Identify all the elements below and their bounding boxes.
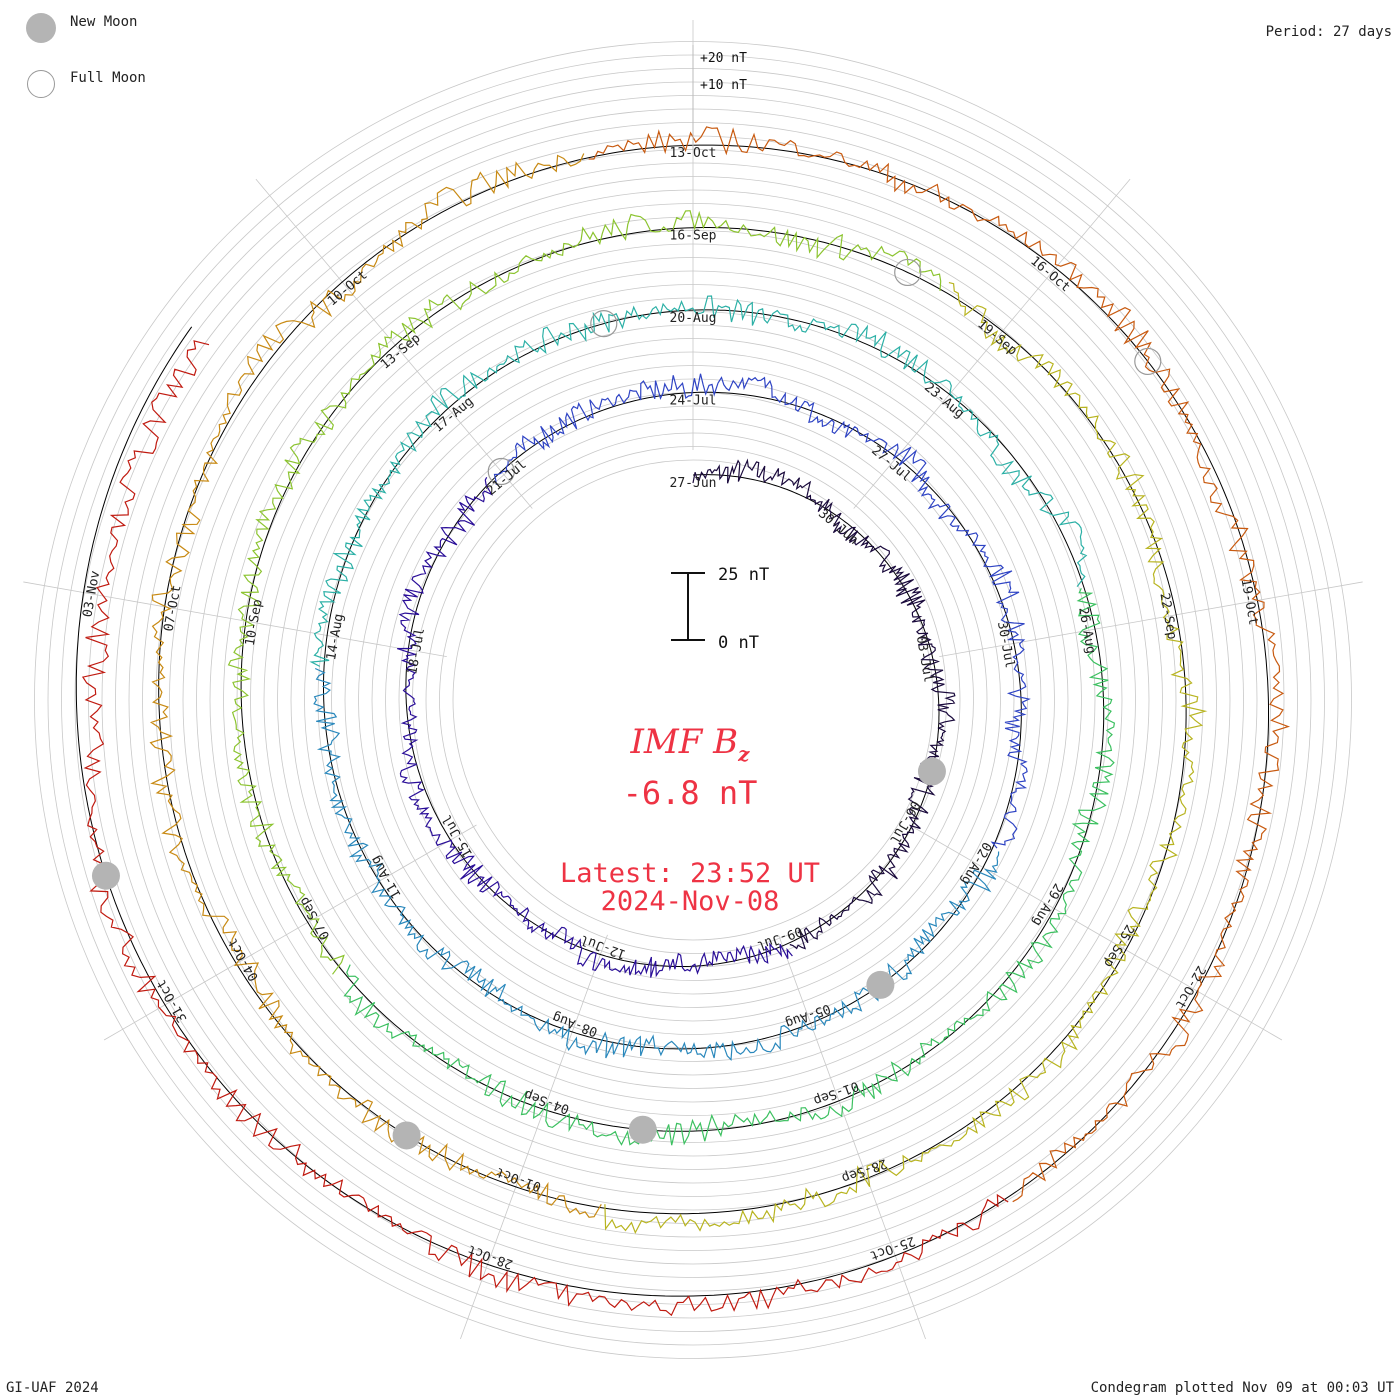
grid-ring (358, 365, 1028, 1035)
full-moon-legend-label: Full Moon (70, 70, 146, 86)
new-moon-legend-icon (26, 13, 56, 43)
radial-spoke (939, 581, 1363, 657)
bz-trace-segment-1 (692, 458, 956, 950)
radial-spoke (255, 178, 533, 509)
date-label: 19-Oct (1238, 578, 1261, 627)
moon-markers (91, 258, 1162, 1150)
full-moon-marker (894, 258, 922, 287)
period-label: Period: 27 days (1265, 24, 1392, 40)
date-label: 01-Oct (494, 1164, 543, 1194)
new-moon-marker (392, 1121, 421, 1150)
current-value: -6.8 nT (622, 774, 758, 812)
bz-trace-segment-2 (397, 477, 793, 978)
date-label: 10-Sep (243, 598, 266, 647)
date-label: 19-Sep (974, 317, 1020, 359)
date-label: 28-Oct (466, 1241, 515, 1271)
bz-trace-segment-7 (227, 210, 942, 975)
date-label: 07-Oct (162, 584, 185, 633)
date-label: 22-Sep (1156, 592, 1179, 641)
date-label: 16-Sep (670, 229, 717, 244)
date-label: 22-Oct (1172, 963, 1208, 1011)
new-moon-marker (628, 1115, 657, 1144)
date-label: 18-Jul (405, 627, 428, 676)
date-label: 31-Oct (154, 977, 190, 1025)
full-moon-legend-icon (27, 70, 55, 98)
scale-bar-top-label: 25 nT (718, 565, 769, 585)
date-label: 04-Oct (225, 935, 261, 983)
footer-credit: GI-UAF 2024 (6, 1380, 99, 1396)
new-moon-marker (91, 861, 120, 890)
date-label: 10-Oct (325, 268, 371, 310)
bz-trace-segment-9 (149, 153, 602, 1218)
date-label: 29-Aug (1029, 880, 1065, 928)
radial-spoke (778, 934, 926, 1340)
date-label: 16-Oct (1027, 254, 1073, 296)
date-label: 25-Oct (868, 1233, 917, 1263)
scale-bar: 25 nT 0 nT (671, 565, 769, 653)
quantity-main: IMF B (630, 722, 739, 762)
new-moon-marker (917, 757, 946, 786)
date-label: 06-Jul (886, 798, 922, 846)
radial-spoke (460, 934, 608, 1340)
bz-trace-segment-8 (604, 282, 1208, 1235)
date-labels: 27-Jun30-Jun03-Jul06-Jul09-Jul12-Jul15-J… (80, 146, 1260, 1271)
date-label: 12-Jul (579, 931, 628, 961)
date-label: 24-Jul (670, 394, 717, 409)
full-moon-marker (487, 457, 515, 486)
new-moon-marker (866, 970, 895, 999)
latest-date: 2024-Nov-08 (600, 886, 780, 917)
date-label: 14-Aug (324, 613, 347, 662)
radial-spokes (23, 20, 1363, 1340)
scale-bar-bottom-label: 0 nT (718, 633, 759, 653)
new-moon-legend-label: New Moon (70, 14, 138, 30)
radial-spoke (103, 824, 477, 1041)
grid-ring (344, 351, 1042, 1049)
ref-ring-label-20: +20 nT (700, 51, 747, 66)
date-label: 28-Sep (839, 1155, 888, 1185)
latest-time: Latest: 23:52 UT (559, 858, 821, 889)
bz-trace-segment-6 (343, 587, 1116, 1146)
quantity-subscript: z (738, 741, 750, 766)
bz-trace-segment-5 (309, 295, 1088, 667)
ref-ring-label-10: +10 nT (700, 78, 747, 93)
date-label: 15-Jul (440, 812, 476, 860)
quantity-title: IMF Bz (490, 722, 890, 766)
date-label: 03-Jul (913, 635, 936, 684)
grid-ring (452, 459, 934, 941)
full-moon-marker (590, 309, 618, 338)
radial-spoke (23, 581, 447, 657)
footer-plot-time: Condegram plotted Nov 09 at 00:03 UT (1090, 1380, 1394, 1396)
date-label: 03-Nov (80, 569, 103, 618)
zero-reference-spiral (75, 144, 1269, 1297)
date-label: 05-Aug (783, 1000, 832, 1030)
bz-trace-segment-3 (493, 373, 1031, 849)
date-label: 26-Aug (1075, 606, 1098, 655)
date-label: 20-Aug (670, 311, 717, 326)
date-label: 13-Oct (670, 146, 717, 161)
bz-trace-segment-11 (81, 340, 1009, 1317)
date-label: 27-Jun (670, 476, 717, 491)
full-moon-marker (1134, 347, 1162, 376)
bz-trace-segment-4 (313, 667, 1000, 1061)
bz-trace-segment-10 (588, 126, 1291, 1203)
bz-traces (75, 126, 1291, 1317)
radial-spoke (909, 824, 1283, 1041)
